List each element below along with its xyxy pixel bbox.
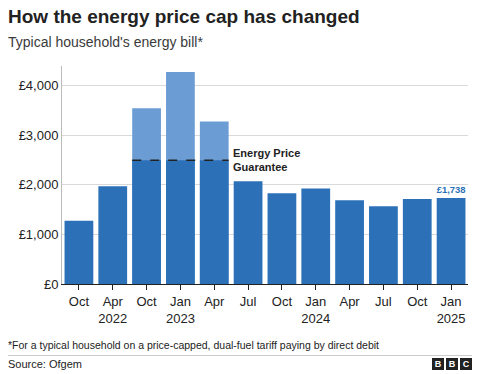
svg-text:£1,738: £1,738 [437,184,466,195]
svg-text:Apr2022: Apr2022 [98,294,127,326]
svg-text:£1,000: £1,000 [19,227,59,242]
svg-text:Oct: Oct [272,294,293,309]
html-text:B: B [448,359,456,369]
svg-text:Oct: Oct [69,294,90,309]
svg-text:£2,000: £2,000 [19,177,59,192]
html-text:Source: Ofgem: Source: Ofgem [8,358,82,370]
svg-text:Jan2024: Jan2024 [301,294,330,326]
svg-text:Jul: Jul [240,294,257,309]
svg-text:£0: £0 [44,277,58,292]
svg-text:Jan2025: Jan2025 [437,294,466,326]
svg-text:Apr: Apr [204,294,225,309]
html-text:Typical household's energy bil: Typical household's energy bill* [8,34,203,50]
svg-text:Jul: Jul [375,294,392,309]
svg-text:Oct: Oct [407,294,428,309]
html-text:How the energy price cap has c: How the energy price cap has changed [8,6,360,27]
svg-text:Jan2023: Jan2023 [166,294,195,326]
svg-text:Apr: Apr [339,294,360,309]
svg-text:£3,000: £3,000 [19,128,59,143]
svg-text:Energy PriceGuarantee: Energy PriceGuarantee [233,147,300,173]
svg-text:Oct: Oct [136,294,157,309]
html-text:*For a typical household on a: *For a typical household on a price-capp… [8,339,379,351]
svg-text:£4,000: £4,000 [19,78,59,93]
html-text:B: B [434,359,442,369]
html-text:C: C [462,359,470,369]
